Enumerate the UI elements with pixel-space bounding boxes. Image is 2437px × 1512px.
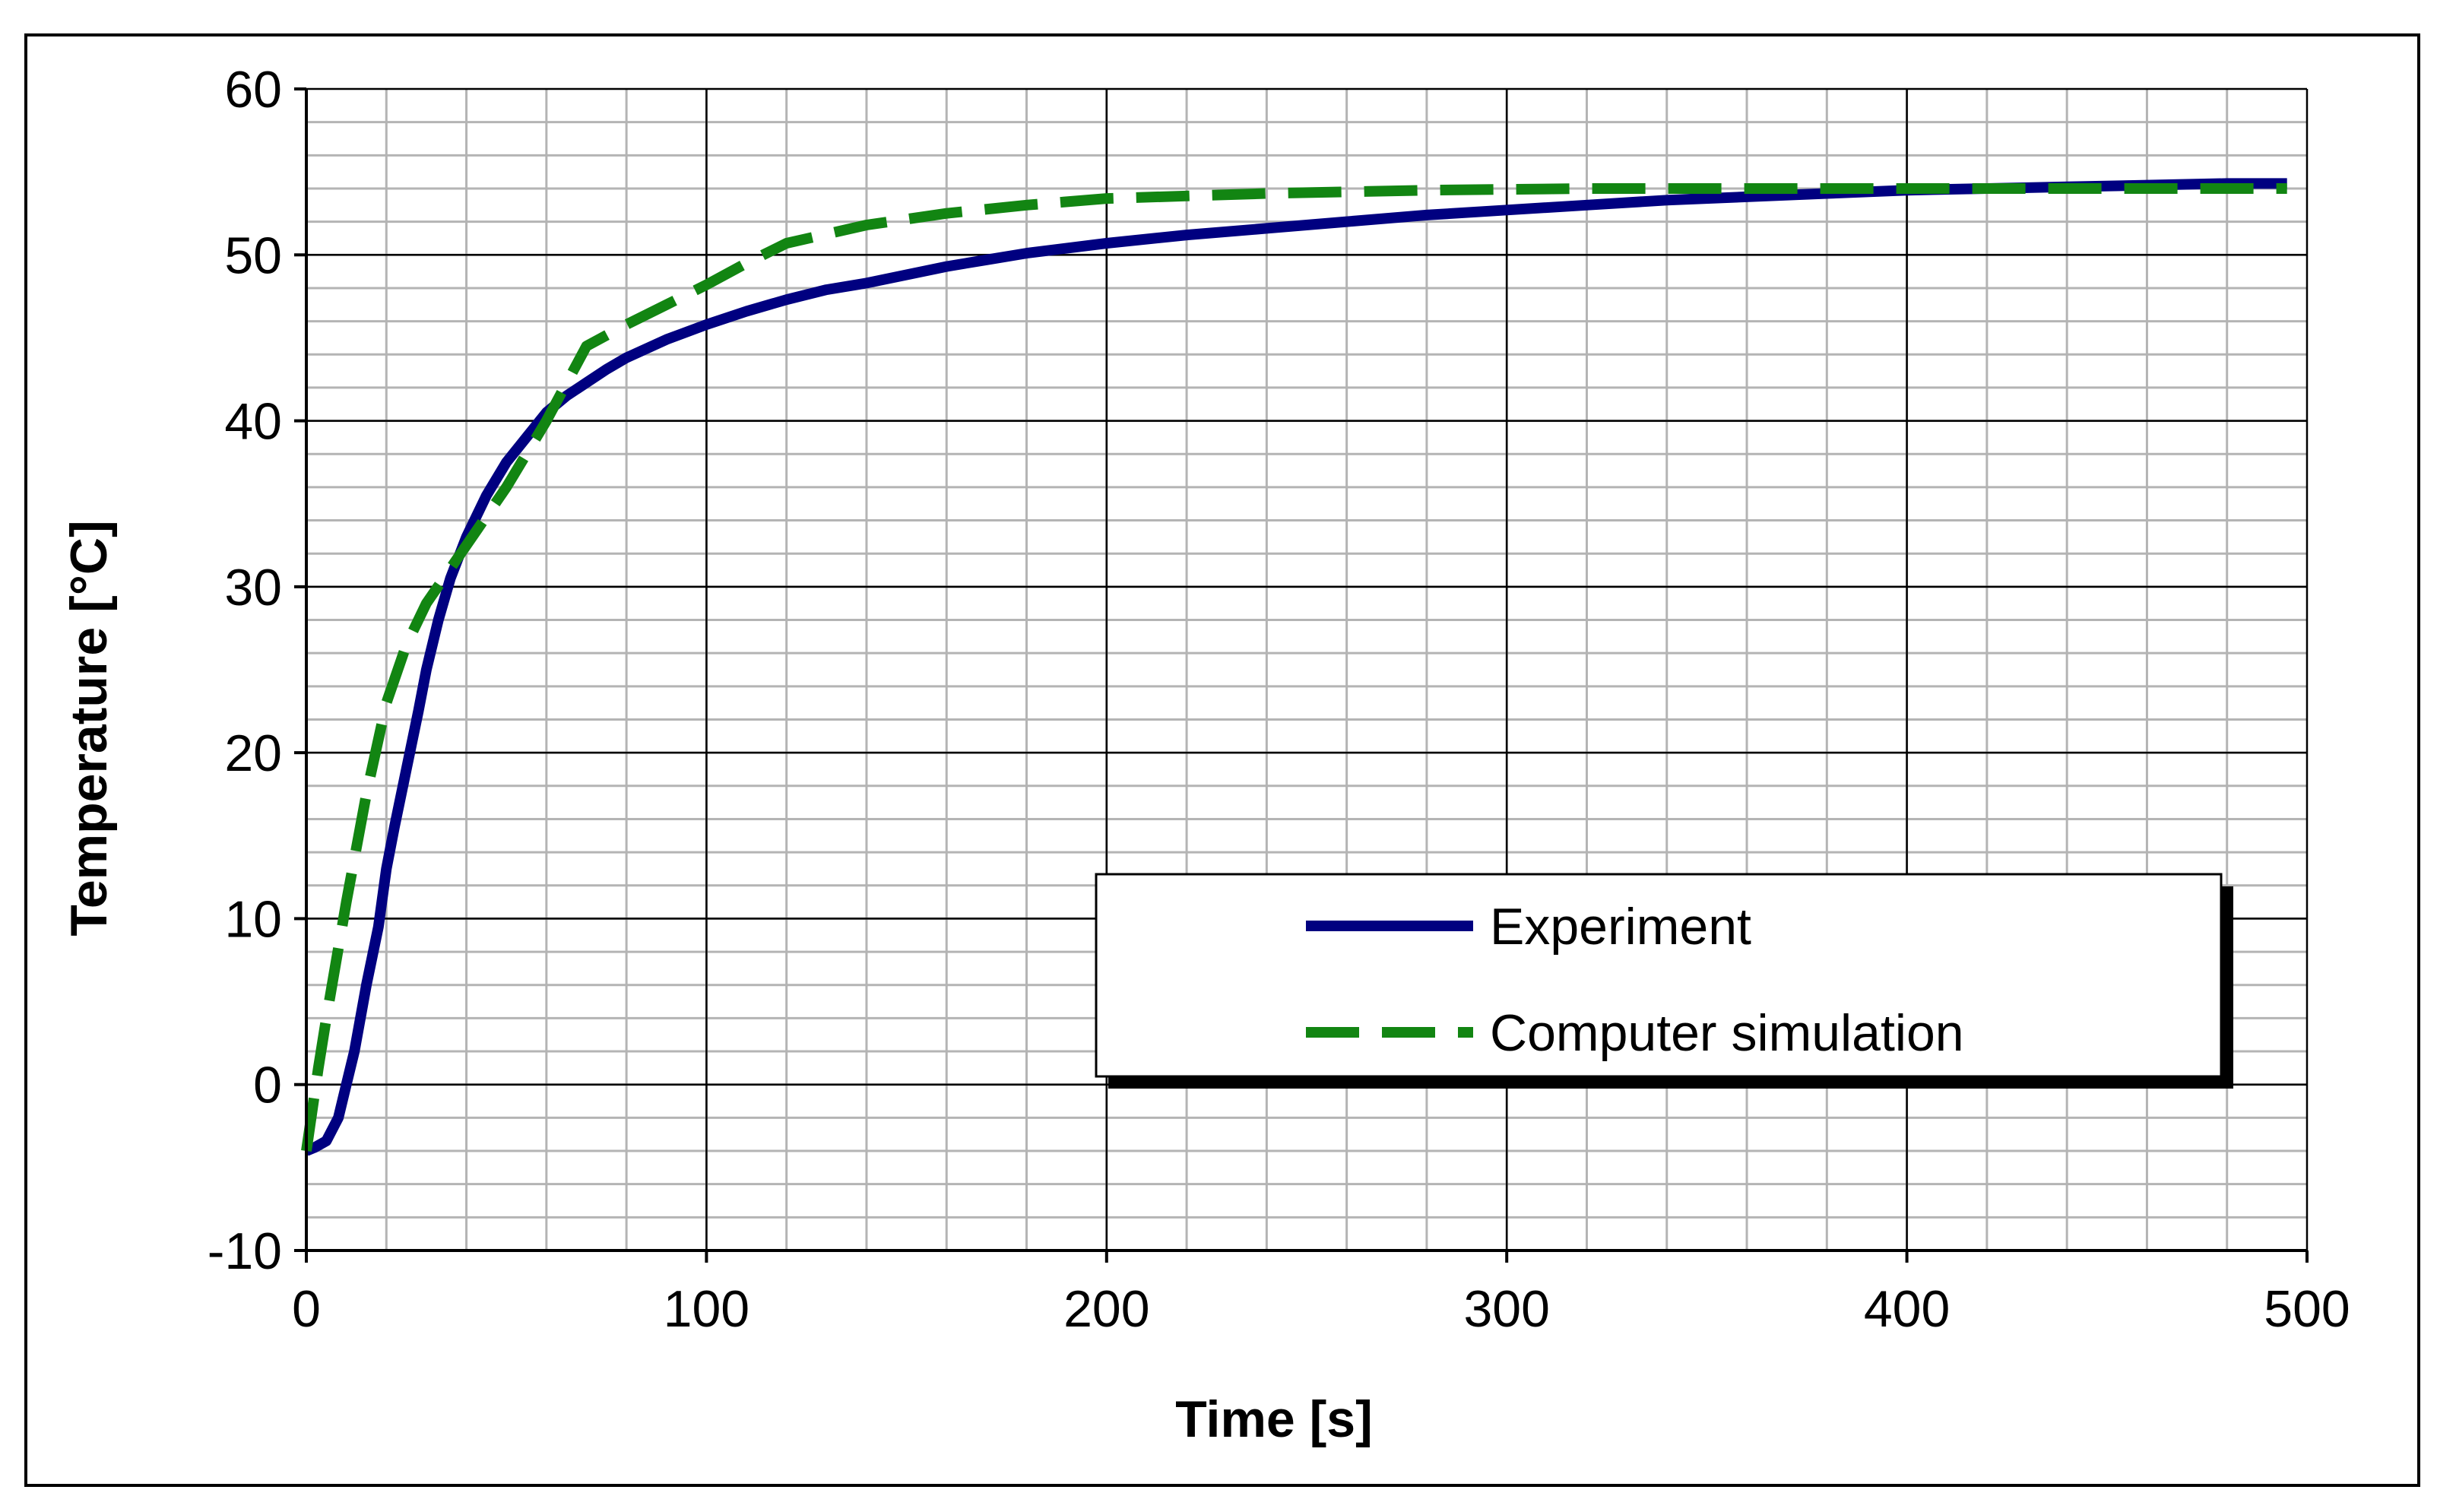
x-tick-label: 400 — [1864, 1280, 1950, 1338]
x-axis-title: Time [s] — [1175, 1390, 1372, 1448]
y-tick-label: 20 — [224, 724, 282, 782]
y-axis-ticks: -10 0 10 20 30 40 50 60 — [208, 61, 306, 1280]
y-tick-label: 40 — [224, 393, 282, 451]
y-tick-label: -10 — [208, 1222, 282, 1280]
x-tick-label: 500 — [2264, 1280, 2350, 1338]
legend-label-computer-simulation: Computer simulation — [1490, 1004, 1964, 1062]
series-line-computer-simulation — [301, 183, 2287, 1152]
y-tick-label: 50 — [224, 227, 282, 284]
y-tick-label: 60 — [224, 61, 282, 119]
x-tick-label: 100 — [664, 1280, 749, 1338]
legend: Experiment Computer simulation — [1095, 873, 2233, 1089]
x-tick-label: 0 — [292, 1280, 321, 1338]
legend-box — [1095, 873, 2223, 1078]
x-tick-label: 300 — [1463, 1280, 1549, 1338]
x-axis-ticks: 0 100 200 300 400 500 — [292, 1250, 2350, 1338]
y-axis-title: Temperature [°C] — [60, 520, 118, 936]
x-tick-label: 200 — [1063, 1280, 1149, 1338]
y-tick-label: 10 — [224, 890, 282, 948]
legend-label-experiment: Experiment — [1490, 898, 1751, 956]
y-tick-label: 30 — [224, 559, 282, 617]
y-tick-label: 0 — [253, 1057, 282, 1114]
series-layer — [301, 178, 2287, 1156]
series-line-experiment — [304, 178, 2287, 1156]
axes — [305, 89, 2307, 1252]
